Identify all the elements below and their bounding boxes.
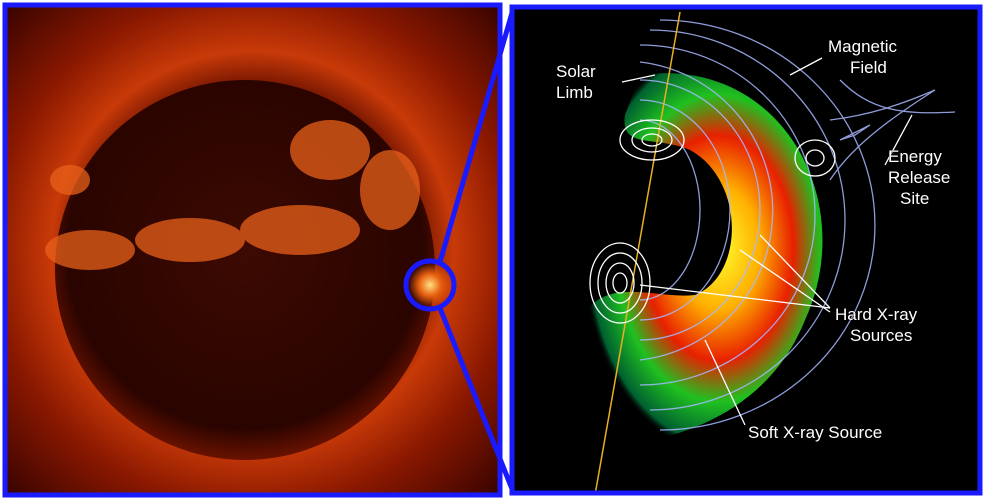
label: Energy: [888, 147, 942, 166]
label: Solar: [556, 62, 596, 81]
label: Soft X-ray Source: [748, 423, 882, 442]
figure: Magnetic Field Solar Limb Energy Release Site H…: [0, 0, 985, 500]
label: Field: [850, 58, 887, 77]
label: Magnetic: [828, 37, 897, 56]
label: Hard X-ray: [835, 305, 918, 324]
sun-panel: [5, 5, 514, 495]
label: Limb: [556, 83, 593, 102]
label: Site: [900, 189, 929, 208]
label: Release: [888, 168, 950, 187]
label: Sources: [850, 326, 912, 345]
